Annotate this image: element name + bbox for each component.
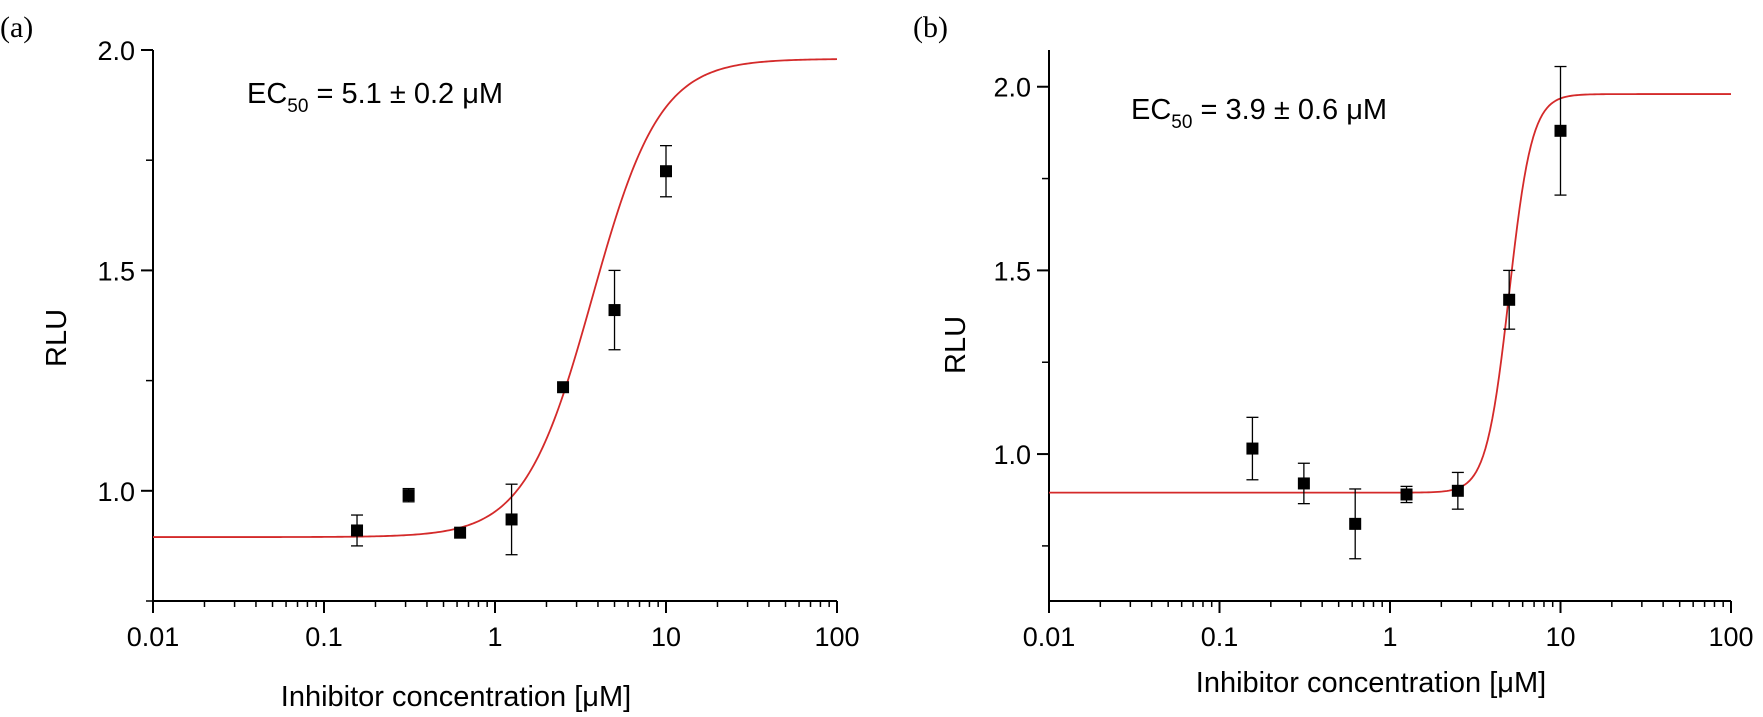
panel-a-data-point [660, 165, 672, 178]
panel-b-label: (b) [913, 11, 948, 44]
panel-b-plot: 0.01 0.1 1 10 100 1.0 1.5 2.0 [993, 50, 1754, 652]
panel-b-y-axis-title: RLU [940, 316, 972, 374]
panel-b: (b) EC50 = 3.9 ± 0.6 μM Inhibitor concen… [913, 11, 1546, 699]
panel-a-x-tick-label: 1 [487, 622, 502, 652]
panel-a-x-tick-label: 10 [651, 622, 681, 652]
panel-b-x-tick-label: 0.01 [1023, 622, 1076, 652]
panel-a-x-tick-label: 0.01 [127, 622, 180, 652]
panel-b-data-point [1297, 477, 1310, 490]
panel-b-y-tick-label: 1.5 [993, 256, 1031, 286]
panel-b-data-point [1400, 488, 1413, 501]
panel-b-y-tick-label: 2.0 [993, 73, 1031, 103]
panel-a-data-point [402, 489, 415, 502]
panel-b-fit-curve [1049, 93, 1731, 494]
panel-a-y-tick-label: 1.0 [97, 477, 135, 507]
panel-b-data-point [1503, 293, 1516, 306]
panel-a-y-tick-label: 2.0 [97, 36, 135, 66]
panel-b-data-point [1554, 124, 1567, 137]
panel-b-x-tick-label: 100 [1708, 622, 1753, 652]
panel-a-label: (a) [0, 11, 33, 44]
panel-b-data-point [1349, 517, 1362, 530]
panel-b-y-tick-label: 1.0 [993, 440, 1031, 470]
panel-a-plot: 0.01 0.1 1 10 100 1.0 1.5 2.0 [97, 36, 859, 652]
panel-b-x-tick-label: 1 [1382, 622, 1397, 652]
panel-a-data-point [608, 304, 621, 317]
panel-b-x-tick-label: 0.1 [1201, 622, 1239, 652]
panel-a-data-point [454, 526, 467, 539]
panel-a-data-point [557, 381, 570, 394]
panel-a-x-axis-title: Inhibitor concentration [μM] [281, 681, 631, 713]
panel-b-data-point [1451, 484, 1464, 497]
panel-a: (a) EC50 = 5.1 ± 0.2 μM Inhibitor concen… [0, 11, 631, 713]
panel-a-y-axis-title: RLU [41, 309, 73, 367]
panel-a-ec50-annotation: EC50 = 5.1 ± 0.2 μM [247, 78, 503, 117]
panel-a-y-tick-label: 1.5 [97, 256, 135, 286]
panel-a-data-point [505, 513, 518, 526]
panel-a-x-tick-label: 0.1 [305, 622, 343, 652]
panel-a-data-point [351, 524, 364, 537]
panel-b-x-tick-label: 10 [1545, 622, 1575, 652]
panel-b-data-point [1246, 442, 1259, 455]
panel-b-x-axis-title: Inhibitor concentration [μM] [1196, 667, 1546, 699]
panel-b-ec50-annotation: EC50 = 3.9 ± 0.6 μM [1131, 94, 1387, 133]
panel-a-fit-curve [153, 58, 838, 538]
panel-a-x-tick-label: 100 [814, 622, 859, 652]
